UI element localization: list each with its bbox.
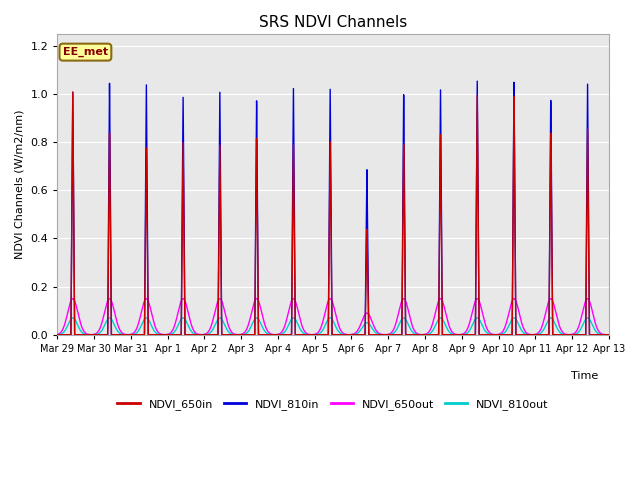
X-axis label: Time: Time [571,371,598,381]
Y-axis label: NDVI Channels (W/m2/nm): NDVI Channels (W/m2/nm) [15,109,25,259]
Title: SRS NDVI Channels: SRS NDVI Channels [259,15,407,30]
Legend: NDVI_650in, NDVI_810in, NDVI_650out, NDVI_810out: NDVI_650in, NDVI_810in, NDVI_650out, NDV… [113,395,554,414]
Text: EE_met: EE_met [63,47,108,57]
